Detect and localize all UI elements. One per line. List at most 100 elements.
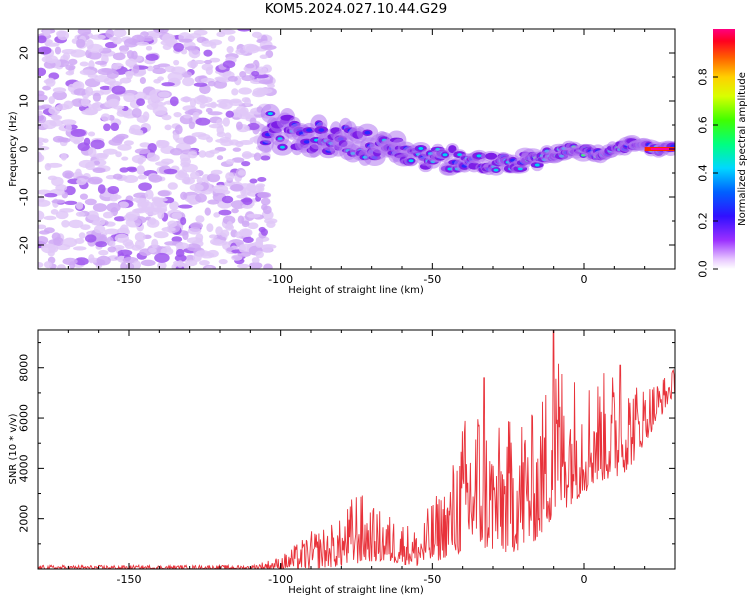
- noise-blob: [113, 216, 126, 222]
- noise-blob: [206, 173, 221, 183]
- noise-blob: [78, 232, 86, 239]
- noise-blob: [38, 141, 44, 147]
- snr-x-tick-label: -50: [423, 573, 441, 586]
- noise-blob: [260, 44, 277, 51]
- noise-blob: [38, 224, 47, 230]
- noise-blob: [60, 153, 68, 161]
- snr-y-tick-label: 4000: [18, 454, 31, 482]
- noise-blob: [38, 94, 48, 102]
- noise-blob: [158, 140, 170, 148]
- colorbar-tick-label: 0.8: [697, 68, 710, 86]
- noise-blob: [123, 140, 134, 146]
- ridge-blob: [485, 152, 498, 160]
- noise-blob: [113, 135, 126, 141]
- noise-blob: [188, 199, 198, 205]
- noise-blob: [65, 64, 76, 71]
- spectrogram-x-tick-label: 0: [581, 273, 588, 286]
- noise-blob: [198, 150, 207, 158]
- noise-blob: [216, 98, 233, 104]
- noise-blob: [251, 257, 260, 264]
- noise-blob: [131, 107, 142, 118]
- noise-blob: [76, 177, 87, 186]
- noise-blob: [257, 191, 272, 199]
- noise-blob: [99, 85, 112, 90]
- noise-blob: [109, 240, 116, 247]
- noise-blob: [176, 260, 184, 268]
- noise-blob: [256, 87, 273, 94]
- noise-blob: [55, 184, 68, 192]
- noise-blob: [216, 31, 226, 38]
- noise-blob: [49, 119, 64, 127]
- noise-blob: [253, 152, 262, 161]
- noise-blob: [178, 204, 193, 209]
- noise-blob: [38, 230, 50, 235]
- noise-blob: [241, 220, 250, 228]
- noise-blob: [92, 167, 106, 174]
- noise-blob: [148, 174, 163, 183]
- noise-blob: [216, 131, 226, 138]
- noise-blob: [164, 124, 172, 131]
- colorbar-tick-label: 0.0: [697, 260, 710, 278]
- noise-blob: [92, 92, 102, 102]
- noise-blob: [216, 155, 224, 161]
- noise-blob: [230, 183, 244, 192]
- noise-blob: [110, 122, 120, 132]
- noise-blob: [210, 41, 217, 49]
- noise-blob: [188, 48, 201, 59]
- noise-blob: [64, 200, 78, 206]
- noise-blob: [189, 171, 200, 180]
- snr-x-tick-label: -150: [117, 573, 142, 586]
- noise-blob: [255, 239, 264, 248]
- spectrogram-y-tick-label: -20: [18, 236, 31, 254]
- colorbar-label: Normalized spectral amplitude: [737, 72, 748, 226]
- noise-blob: [145, 53, 159, 61]
- noise-blob: [51, 199, 66, 204]
- noise-blob: [119, 167, 129, 173]
- noise-blob: [249, 117, 257, 125]
- noise-blob: [54, 46, 62, 55]
- noise-blob: [224, 132, 232, 140]
- noise-blob: [84, 234, 97, 243]
- noise-blob: [182, 76, 195, 87]
- noise-blob: [38, 137, 46, 143]
- noise-blob: [258, 226, 266, 233]
- noise-blob: [238, 87, 252, 95]
- snr-y-label: SNR (10 * v/v): [8, 413, 19, 484]
- noise-blob: [131, 129, 144, 136]
- noise-blob: [103, 123, 111, 132]
- noise-blob: [195, 193, 207, 203]
- noise-blob: [213, 212, 221, 218]
- noise-blob: [90, 139, 105, 150]
- noise-blob: [184, 46, 200, 51]
- noise-blob: [169, 96, 179, 107]
- ridge-core: [306, 128, 313, 132]
- noise-blob: [75, 211, 86, 217]
- noise-blob: [78, 159, 95, 169]
- noise-blob: [38, 35, 47, 44]
- noise-blob: [121, 156, 129, 161]
- noise-blob: [151, 208, 168, 213]
- noise-blob: [136, 165, 145, 175]
- noise-blob: [226, 221, 233, 230]
- snr-frame: [37, 329, 676, 570]
- noise-blob: [167, 71, 183, 82]
- noise-blob: [241, 160, 251, 167]
- spectrogram-y-tick-label: 20: [18, 46, 31, 60]
- noise-blob: [209, 238, 223, 246]
- noise-blob: [76, 38, 86, 48]
- noise-blob: [48, 96, 55, 105]
- noise-blob: [132, 64, 140, 74]
- noise-blob: [142, 35, 154, 42]
- noise-blob: [48, 106, 61, 115]
- noise-blob: [199, 260, 210, 266]
- noise-blob: [65, 70, 75, 76]
- noise-blob: [157, 261, 167, 269]
- noise-blob: [161, 114, 172, 121]
- spectrogram-x-tick-label: -100: [268, 273, 293, 286]
- noise-blob: [231, 157, 245, 163]
- noise-blob: [267, 83, 275, 89]
- noise-blob: [218, 259, 228, 265]
- ridge-hot: [442, 153, 448, 157]
- noise-blob: [266, 220, 276, 229]
